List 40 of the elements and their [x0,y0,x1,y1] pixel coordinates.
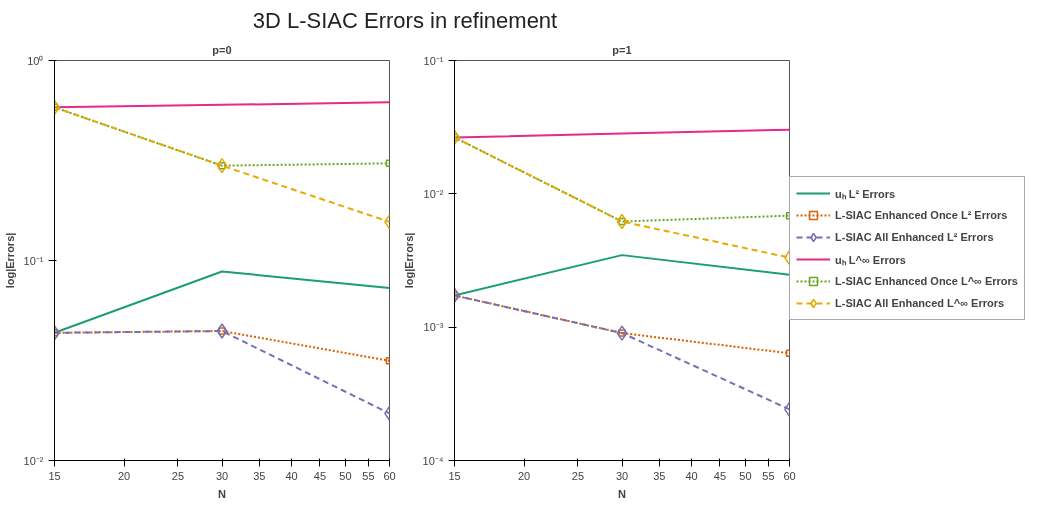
y-tick-label: 10⁻¹ [423,54,444,67]
legend-label: uₕ L^∞ Errors [835,252,906,267]
x-axis-title: N [218,487,227,500]
x-tick-label: 15 [48,469,61,482]
x-tick-label: 45 [313,469,327,482]
x-tick-label: 15 [448,469,461,482]
x-tick-label: 20 [117,469,131,482]
x-tick-label: 50 [739,469,752,482]
y-tick-label: 10⁻³ [423,321,444,334]
x-tick-label: 55 [762,469,775,482]
x-tick-label: 35 [253,469,266,482]
x-tick-label: 60 [383,469,396,482]
legend-label: L-SIAC Enhanced Once L^∞ Errors [835,275,1018,287]
x-tick-label: 50 [339,469,352,482]
x-axis-title: N [618,487,627,500]
legend-label: L-SIAC All Enhanced L^∞ Errors [835,297,1005,309]
x-tick-label: 60 [783,469,796,482]
y-axis-title: log|Errors| [402,232,415,289]
x-tick-label: 40 [685,469,698,482]
legend-label: L-SIAC Enhanced Once L² Errors [835,209,1008,221]
chart-title: p=1 [612,43,632,56]
x-tick-label: 20 [517,469,531,482]
y-tick-label: 10⁻² [23,454,44,467]
y-tick-label: 10⁰ [27,54,44,67]
y-tick-label: 10⁻² [423,187,444,200]
x-tick-label: 45 [713,469,727,482]
y-tick-label: 10⁻¹ [23,254,44,267]
chart-subtitle: p=0 [212,43,232,56]
x-tick-label: 40 [285,469,298,482]
x-tick-label: 55 [362,469,375,482]
x-tick-label: 25 [571,469,585,482]
x-tick-label: 35 [653,469,666,482]
y-tick-label: 10⁻⁴ [422,454,444,467]
legend-label: uₕ L² Errors [835,186,896,201]
y-axis-title: log|Errors| [3,232,16,289]
legend-label: L-SIAC All Enhanced L² Errors [835,231,994,243]
x-tick-label: 25 [171,469,185,482]
x-tick-label: 30 [615,469,629,482]
x-tick-label: 30 [215,469,229,482]
chart-title: 3D L-SIAC Errors in refinement [252,7,558,35]
